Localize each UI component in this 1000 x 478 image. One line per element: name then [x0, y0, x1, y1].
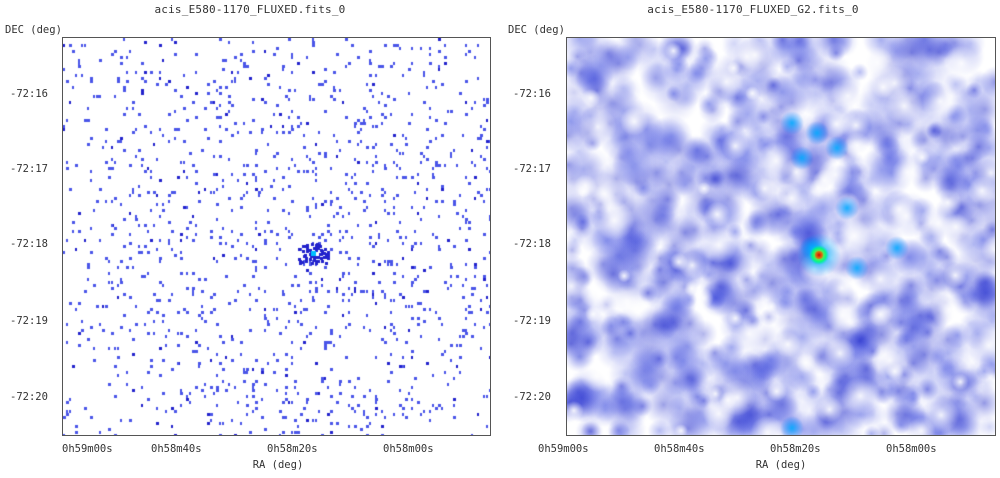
xtick-label: 0h58m40s [151, 443, 202, 455]
ytick-label: -72:17 [10, 163, 48, 175]
ytick-label: -72:19 [10, 315, 48, 327]
panel-title: acis_E580-1170_FLUXED_G2.fits_0 [647, 3, 859, 16]
xtick-label: 0h58m00s [383, 443, 434, 455]
ytick-label: -72:19 [513, 315, 551, 327]
counts-pixel-map [63, 38, 490, 435]
ytick-label: -72:20 [10, 391, 48, 403]
ytick-label: -72:18 [10, 238, 48, 250]
ytick-label: -72:16 [513, 88, 551, 100]
ytick-label: -72:18 [513, 238, 551, 250]
xtick-label: 0h59m00s [538, 443, 589, 455]
left-panel: acis_E580-1170_FLUXED.fits_0 DEC (deg) -… [5, 3, 491, 471]
panel-title: acis_E580-1170_FLUXED.fits_0 [154, 3, 346, 16]
smoothed-intensity-map [567, 38, 995, 435]
xtick-label: 0h58m40s [654, 443, 705, 455]
xtick-label: 0h58m00s [886, 443, 937, 455]
ytick-label: -72:17 [513, 163, 551, 175]
xtick-label: 0h58m20s [267, 443, 318, 455]
ytick-label: -72:16 [10, 88, 48, 100]
ytick-label: -72:20 [513, 391, 551, 403]
dec-axis-label: DEC (deg) [5, 24, 62, 36]
counts-image[interactable] [62, 37, 491, 436]
ra-axis-label: RA (deg) [755, 459, 807, 471]
dec-axis-label: DEC (deg) [508, 24, 565, 36]
ra-axis-label: RA (deg) [252, 459, 304, 471]
smoothed-image[interactable] [566, 37, 996, 436]
xtick-label: 0h59m00s [62, 443, 113, 455]
right-panel: acis_E580-1170_FLUXED_G2.fits_0 DEC (deg… [503, 0, 1000, 478]
xtick-label: 0h58m20s [770, 443, 821, 455]
